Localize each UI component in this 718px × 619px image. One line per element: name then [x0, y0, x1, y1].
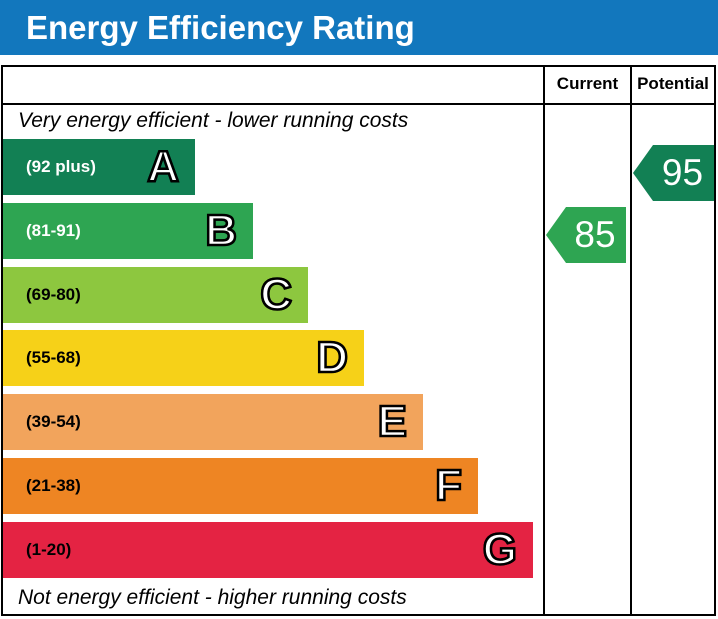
current-column-header: Current — [556, 74, 619, 93]
band-b-range: (81-91) — [26, 221, 81, 240]
band-c: (69-80) C — [3, 267, 308, 323]
chart-title-bar: Energy Efficiency Rating — [0, 0, 718, 55]
band-e-letter: E — [376, 397, 408, 446]
band-e: (39-54) E — [3, 394, 423, 450]
band-f-letter: F — [434, 461, 463, 510]
table-header-divider — [3, 67, 714, 105]
band-a-range: (92 plus) — [26, 157, 96, 176]
band-e-range: (39-54) — [26, 412, 81, 431]
band-d-letter: D — [315, 333, 349, 382]
band-d-range: (55-68) — [26, 348, 81, 367]
band-a: (92 plus) A — [3, 139, 195, 195]
band-a-letter: A — [146, 142, 180, 191]
potential-column-header: Potential — [637, 74, 709, 93]
band-c-range: (69-80) — [26, 285, 81, 304]
band-g: (1-20) G — [3, 522, 533, 578]
band-b-letter: B — [204, 206, 238, 255]
band-g-range: (1-20) — [26, 540, 72, 559]
band-c-letter: C — [259, 270, 293, 319]
band-f-range: (21-38) — [26, 476, 81, 495]
bottom-note: Not energy efficient - higher running co… — [18, 586, 407, 609]
potential-column: Potential — [630, 67, 714, 614]
band-d: (55-68) D — [3, 330, 364, 386]
band-g-letter: G — [482, 525, 519, 574]
top-note: Very energy efficient - lower running co… — [18, 109, 409, 132]
chart-title: Energy Efficiency Rating — [26, 8, 415, 46]
band-b: (81-91) B — [3, 203, 253, 259]
potential-rating-arrow: 95 — [633, 145, 714, 201]
current-column: Current — [543, 67, 630, 614]
band-f: (21-38) F — [3, 458, 478, 514]
potential-rating-value: 95 — [661, 152, 704, 193]
current-rating-value: 85 — [574, 214, 616, 255]
rating-table: Current Potential Very energy efficient … — [1, 65, 716, 616]
